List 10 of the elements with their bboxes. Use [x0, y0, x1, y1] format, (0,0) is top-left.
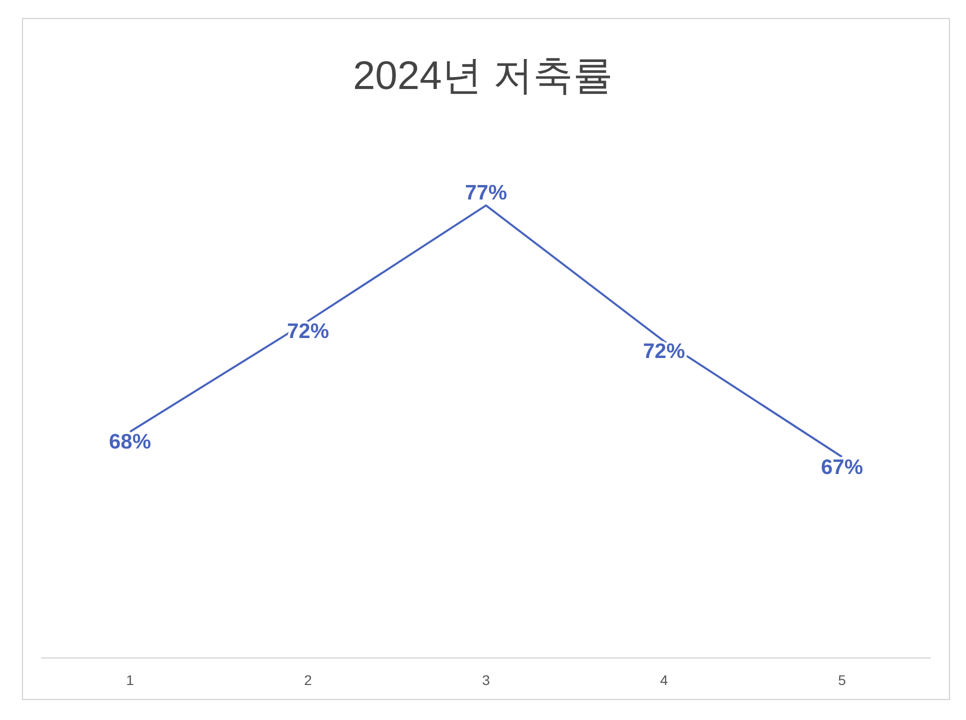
x-tick-label: 2 — [304, 672, 312, 688]
x-tick-label: 1 — [126, 672, 134, 688]
x-tick-label: 3 — [482, 672, 490, 688]
x-tick-label: 4 — [660, 672, 668, 688]
data-label: 67% — [820, 456, 864, 479]
x-tick-label: 5 — [838, 672, 846, 688]
data-label: 72% — [286, 320, 330, 344]
data-label: 77% — [464, 181, 508, 204]
chart-title: 2024년 저축률 — [352, 54, 614, 98]
data-label: 68% — [108, 430, 152, 454]
